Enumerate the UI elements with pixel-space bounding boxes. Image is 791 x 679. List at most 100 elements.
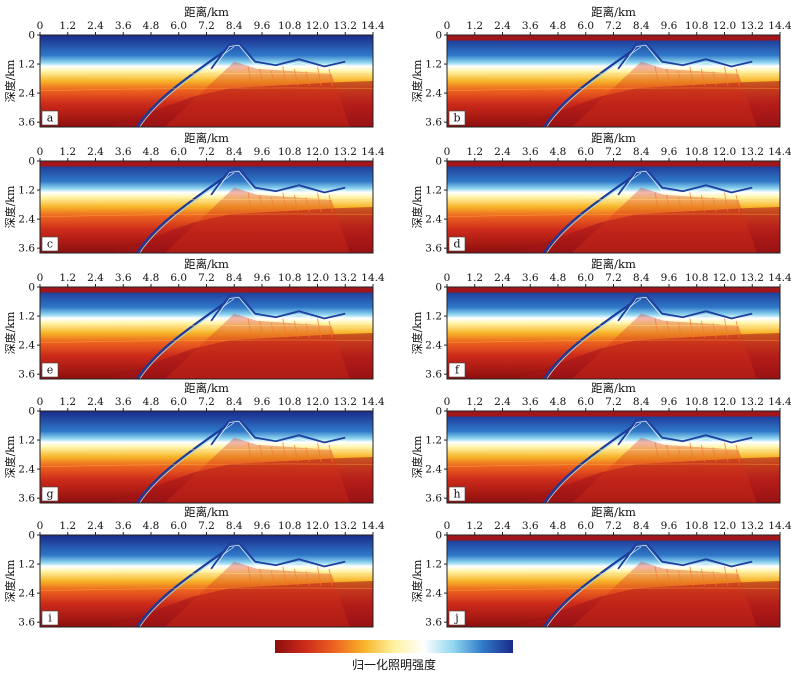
y-tick-label: 3.6 xyxy=(425,117,442,129)
y-tick-label: 2.4 xyxy=(425,588,442,600)
y-axis-title: 深度/km xyxy=(3,435,17,478)
y-tick-label: 0 xyxy=(28,156,35,168)
x-tick-label: 12.0 xyxy=(713,396,736,408)
x-tick-label: 10.8 xyxy=(685,146,708,158)
x-tick-label: 6.0 xyxy=(170,396,187,408)
x-tick-label: 3.6 xyxy=(115,272,132,284)
x-tick-label: 3.6 xyxy=(115,396,132,408)
x-tick-label: 0 xyxy=(444,146,451,158)
y-tick-label: 3.6 xyxy=(18,617,35,629)
x-tick-label: 12.0 xyxy=(713,20,736,32)
illumination-image xyxy=(40,287,373,379)
illumination-image xyxy=(447,161,780,253)
x-tick-label: 10.8 xyxy=(278,272,301,284)
x-tick-label: 1.2 xyxy=(59,272,76,284)
panel-label-box xyxy=(41,110,59,126)
x-tick-label: 12.0 xyxy=(713,146,736,158)
x-tick-label: 2.4 xyxy=(494,146,511,158)
x-tick-label: 8.4 xyxy=(226,20,243,32)
x-tick-label: 14.4 xyxy=(768,20,791,32)
x-tick-label: 6.0 xyxy=(170,520,187,532)
x-tick-label: 4.8 xyxy=(143,520,160,532)
y-tick-label: 3.6 xyxy=(18,243,35,255)
x-tick-label: 6.0 xyxy=(577,396,594,408)
x-tick-label: 0 xyxy=(444,20,451,32)
x-tick-label: 0 xyxy=(444,272,451,284)
x-tick-label: 4.8 xyxy=(550,20,567,32)
y-tick-label: 0 xyxy=(435,530,442,542)
panel-label-box xyxy=(448,486,466,502)
illumination-image xyxy=(40,535,373,627)
x-tick-label: 6.0 xyxy=(170,272,187,284)
x-tick-label: 0 xyxy=(37,146,44,158)
x-axis-title: 距离/km xyxy=(591,257,636,271)
y-tick-label: 2.4 xyxy=(425,340,442,352)
panel-c: 0 1.2 2.4 3.6 4.8 6.0 7.2 8.4 9.6 10.8 12.0 13.2 14.… xyxy=(3,131,385,255)
panel-label: b xyxy=(453,112,460,125)
x-tick-label: 4.8 xyxy=(550,396,567,408)
y-tick-label: 1.2 xyxy=(18,559,35,571)
x-tick-label: 12.0 xyxy=(713,272,736,284)
y-axis-title: 深度/km xyxy=(3,185,17,228)
panel-label-box xyxy=(448,236,466,252)
x-tick-label: 13.2 xyxy=(334,396,357,408)
y-tick-label: 2.4 xyxy=(425,88,442,100)
x-tick-label: 7.2 xyxy=(198,146,215,158)
x-tick-label: 14.4 xyxy=(361,20,385,32)
x-tick-label: 0 xyxy=(444,520,451,532)
x-tick-label: 2.4 xyxy=(87,20,104,32)
x-tick-label: 1.2 xyxy=(59,520,76,532)
x-tick-label: 0 xyxy=(37,520,44,532)
x-tick-label: 10.8 xyxy=(278,20,301,32)
x-tick-label: 8.4 xyxy=(633,20,650,32)
y-tick-label: 0 xyxy=(28,30,35,42)
x-tick-label: 0 xyxy=(37,396,44,408)
x-tick-label: 3.6 xyxy=(115,520,132,532)
panel-label-box xyxy=(41,236,59,252)
illumination-image xyxy=(447,35,780,127)
y-tick-label: 2.4 xyxy=(18,340,35,352)
x-axis-title: 距离/km xyxy=(591,5,636,19)
panel-label-box xyxy=(41,362,59,378)
y-axis-title: 深度/km xyxy=(3,559,17,602)
x-tick-label: 9.6 xyxy=(661,396,678,408)
panel-h: 0 1.2 2.4 3.6 4.8 6.0 7.2 8.4 9.6 10.8 12.0 13.2 14.… xyxy=(410,381,791,505)
panel-label: e xyxy=(47,364,54,377)
x-tick-label: 1.2 xyxy=(466,396,483,408)
panel-f: 0 1.2 2.4 3.6 4.8 6.0 7.2 8.4 9.6 10.8 12.0 13.2 14.… xyxy=(410,257,791,381)
x-tick-label: 2.4 xyxy=(87,520,104,532)
x-tick-label: 1.2 xyxy=(59,396,76,408)
panel-label-box xyxy=(448,362,466,378)
x-tick-label: 2.4 xyxy=(494,20,511,32)
x-tick-label: 3.6 xyxy=(522,146,539,158)
panel-label-box xyxy=(41,610,59,626)
colorbar: 归一化照明强度 xyxy=(275,640,513,672)
y-axis-title: 深度/km xyxy=(3,59,17,102)
x-tick-label: 4.8 xyxy=(550,272,567,284)
x-tick-label: 9.6 xyxy=(661,520,678,532)
x-axis-title: 距离/km xyxy=(591,505,636,519)
x-axis-title: 距离/km xyxy=(184,257,229,271)
x-axis-title: 距离/km xyxy=(184,5,229,19)
x-tick-label: 7.2 xyxy=(605,520,622,532)
x-tick-label: 4.8 xyxy=(143,20,160,32)
panel-label: f xyxy=(455,364,460,377)
x-tick-label: 1.2 xyxy=(466,272,483,284)
y-tick-label: 2.4 xyxy=(18,464,35,476)
y-tick-label: 0 xyxy=(28,282,35,294)
x-tick-label: 8.4 xyxy=(633,396,650,408)
x-tick-label: 13.2 xyxy=(334,520,357,532)
x-tick-label: 2.4 xyxy=(494,272,511,284)
y-axis-title: 深度/km xyxy=(410,59,424,102)
panel-label: c xyxy=(47,238,53,251)
x-tick-label: 6.0 xyxy=(577,20,594,32)
x-tick-label: 8.4 xyxy=(226,520,243,532)
x-tick-label: 7.2 xyxy=(605,146,622,158)
y-tick-label: 0 xyxy=(435,282,442,294)
y-tick-label: 0 xyxy=(435,406,442,418)
panels-group: 0 1.2 2.4 3.6 4.8 6.0 7.2 8.4 9.6 10.8 12.0 13.2 14.… xyxy=(3,5,791,629)
x-tick-label: 12.0 xyxy=(306,272,329,284)
panel-b: 0 1.2 2.4 3.6 4.8 6.0 7.2 8.4 9.6 10.8 12.0 13.2 14.… xyxy=(410,5,791,129)
illumination-image xyxy=(40,35,373,127)
